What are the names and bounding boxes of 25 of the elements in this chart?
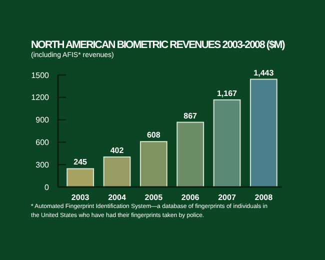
x-tick-label: 2005 bbox=[144, 192, 164, 202]
data-label: 1,167 bbox=[216, 88, 238, 98]
x-tick-label: 2004 bbox=[108, 192, 126, 202]
y-tick-label: 1500 bbox=[31, 70, 50, 80]
y-tick-label: 600 bbox=[36, 138, 50, 147]
bar bbox=[176, 122, 204, 188]
bar bbox=[250, 78, 278, 188]
y-tick-label: 900 bbox=[36, 116, 50, 125]
x-tick-label: 2003 bbox=[71, 192, 90, 202]
y-tick-label: 0 bbox=[44, 182, 50, 192]
y-tick-label: 300 bbox=[36, 160, 50, 170]
data-label: 867 bbox=[184, 111, 198, 120]
x-tick-label: 2007 bbox=[218, 192, 236, 202]
data-label: 608 bbox=[146, 130, 161, 140]
data-label: 1,443 bbox=[254, 68, 274, 78]
x-tick-label: 2008 bbox=[254, 192, 274, 202]
data-label: 245 bbox=[74, 158, 88, 167]
bar bbox=[140, 141, 168, 188]
data-label: 402 bbox=[110, 146, 124, 155]
chart-title: NORTH AMERICAN BIOMETRIC REVENUES 2003-2008 ($M) bbox=[31, 39, 285, 51]
bar bbox=[213, 99, 241, 188]
bar bbox=[103, 156, 131, 188]
bar bbox=[66, 168, 94, 188]
y-tick-label: 1200 bbox=[31, 93, 50, 102]
x-tick-label: 2006 bbox=[181, 192, 200, 202]
